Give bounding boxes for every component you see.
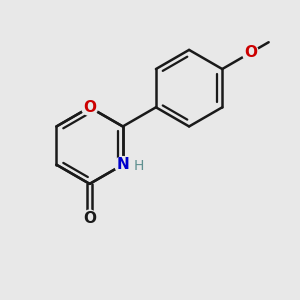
Text: O: O [83,100,96,115]
Text: N: N [116,157,129,172]
Circle shape [242,44,259,62]
Text: O: O [244,45,257,60]
Circle shape [81,209,98,227]
Text: H: H [134,159,144,173]
Text: O: O [83,211,96,226]
Circle shape [81,98,98,116]
Circle shape [114,156,132,174]
